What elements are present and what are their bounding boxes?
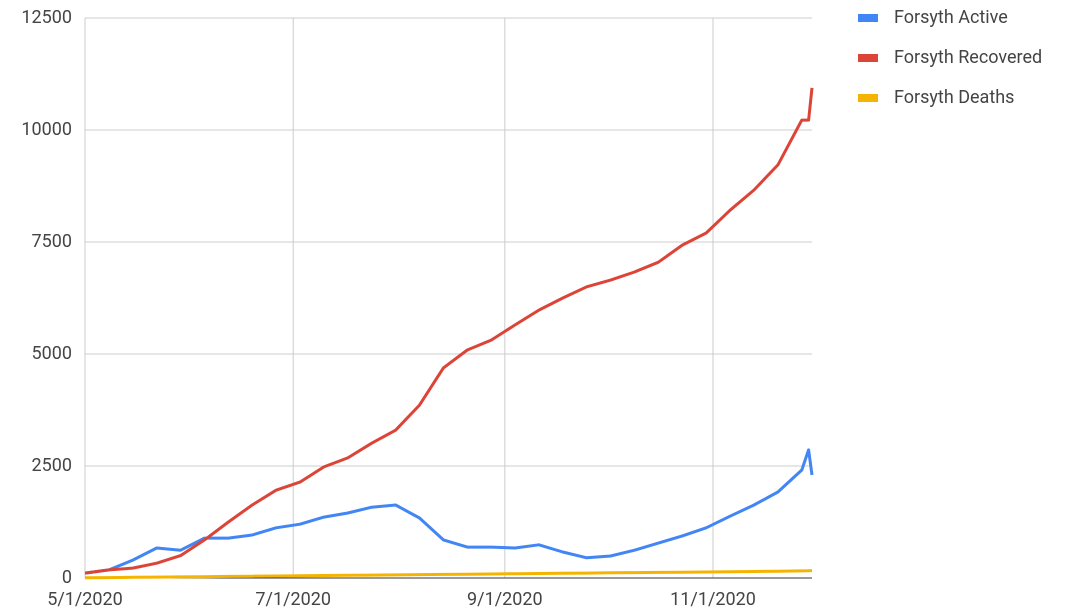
legend-label: Forsyth Recovered — [894, 47, 1042, 68]
x-tick-label: 7/1/2020 — [255, 589, 331, 610]
series-line — [84, 87, 814, 575]
series-line — [84, 448, 814, 575]
x-tick-label: 9/1/2020 — [467, 589, 543, 610]
y-tick-label: 12500 — [21, 7, 72, 28]
x-tick-label: 5/1/2020 — [47, 589, 123, 610]
legend-swatch — [858, 54, 878, 62]
y-tick-label: 10000 — [21, 119, 72, 140]
legend-label: Forsyth Deaths — [894, 87, 1014, 108]
y-tick-label: 2500 — [32, 455, 72, 476]
legend-label: Forsyth Active — [894, 7, 1008, 28]
y-tick-label: 5000 — [32, 343, 72, 364]
y-tick-label: 7500 — [32, 231, 72, 252]
legend-swatch — [858, 94, 878, 102]
y-tick-label: 0 — [62, 567, 72, 588]
x-tick-label: 11/1/2020 — [670, 589, 756, 610]
series-line — [84, 569, 813, 580]
legend-swatch — [858, 14, 878, 22]
